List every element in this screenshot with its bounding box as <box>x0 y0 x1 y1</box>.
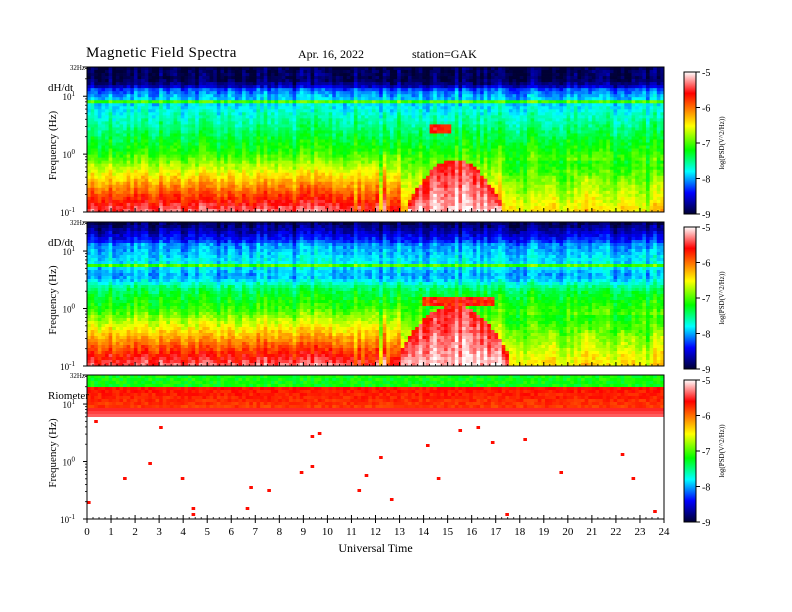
x-tick-label: 14 <box>418 526 430 538</box>
colorbar-tick-label: -5 <box>702 68 710 79</box>
date-label: Apr. 16, 2022 <box>298 47 364 61</box>
x-tick-label: 9 <box>301 526 307 538</box>
x-tick-label: 8 <box>277 526 283 538</box>
y-tick-label: 101 <box>63 90 76 102</box>
x-tick-label: 16 <box>466 526 478 538</box>
x-tick-label: 24 <box>659 526 671 538</box>
x-tick-label: 2 <box>132 526 138 538</box>
x-tick-label: 5 <box>204 526 210 538</box>
x-tick-label: 17 <box>490 526 502 538</box>
x-tick-label: 11 <box>346 526 357 538</box>
x-tick-label: 22 <box>610 526 621 538</box>
x-tick-label: 3 <box>156 526 162 538</box>
x-tick-label: 18 <box>514 526 526 538</box>
x-tick-label: 0 <box>84 526 90 538</box>
x-tick-label: 10 <box>322 526 334 538</box>
colorbar <box>683 71 697 215</box>
station-label: station=GAK <box>412 47 477 61</box>
colorbar-tick-label: -8 <box>702 483 710 494</box>
colorbar-tick-label: -6 <box>702 412 710 423</box>
x-tick-label: 4 <box>180 526 186 538</box>
x-tick-label: 19 <box>538 526 550 538</box>
x-tick-label: 7 <box>253 526 259 538</box>
spectrogram-dhdt <box>87 67 665 213</box>
colorbar-label: log(PSD(V^2/Hz)) <box>718 116 726 170</box>
y-tick-label: 32Hz <box>70 372 85 380</box>
panel-label: dH/dt <box>48 82 73 94</box>
colorbar-tick-label: -9 <box>702 210 710 221</box>
colorbar-tick-label: -6 <box>702 259 710 270</box>
colorbar-tick-label: -8 <box>702 330 710 341</box>
y-tick-label: 10-1 <box>60 360 75 372</box>
colorbar-tick-label: -8 <box>702 175 710 186</box>
x-tick-label: 23 <box>634 526 646 538</box>
x-tick-label: 12 <box>370 526 381 538</box>
x-axis-label: Universal Time <box>338 541 412 555</box>
x-tick-label: 15 <box>442 526 454 538</box>
colorbar-tick-label: -7 <box>702 294 710 305</box>
panel-label: dD/dt <box>48 237 73 249</box>
y-tick-label: 101 <box>63 245 76 257</box>
y-tick-label: 101 <box>63 398 76 410</box>
x-tick-label: 1 <box>108 526 114 538</box>
panel-label: Riometer <box>48 390 89 402</box>
y-tick-label: 10-1 <box>60 513 75 525</box>
y-tick-label: 32Hz <box>70 64 85 72</box>
y-tick-label: 100 <box>63 456 76 468</box>
colorbar-tick-label: -5 <box>702 223 710 234</box>
colorbar-tick-label: -5 <box>702 376 710 387</box>
colorbar-tick-label: -7 <box>702 447 710 458</box>
x-tick-label: 13 <box>394 526 406 538</box>
chart-title: Magnetic Field Spectra <box>86 45 237 61</box>
colorbar <box>683 379 697 523</box>
y-axis-label: Frequency (Hz) <box>47 265 59 335</box>
y-tick-label: 100 <box>63 303 76 315</box>
y-axis-label: Frequency (Hz) <box>47 111 59 181</box>
spectrogram-dddt <box>87 222 665 367</box>
x-tick-label: 20 <box>562 526 574 538</box>
colorbar-tick-label: -7 <box>702 139 710 150</box>
x-tick-label: 6 <box>229 526 235 538</box>
spectrogram-riometer <box>87 375 665 520</box>
y-tick-label: 100 <box>63 148 76 160</box>
colorbar-label: log(PSD(V^2/Hz)) <box>718 271 726 325</box>
colorbar-tick-label: -9 <box>702 518 710 529</box>
colorbar <box>683 226 697 370</box>
colorbar-tick-label: -9 <box>702 365 710 376</box>
y-tick-label: 10-1 <box>60 206 75 218</box>
colorbar-tick-label: -6 <box>702 104 710 115</box>
y-tick-label: 32Hz <box>70 219 85 227</box>
x-tick-label: 21 <box>586 526 597 538</box>
y-axis-label: Frequency (Hz) <box>47 418 59 488</box>
colorbar-label: log(PSD(V^2/Hz)) <box>718 424 726 478</box>
